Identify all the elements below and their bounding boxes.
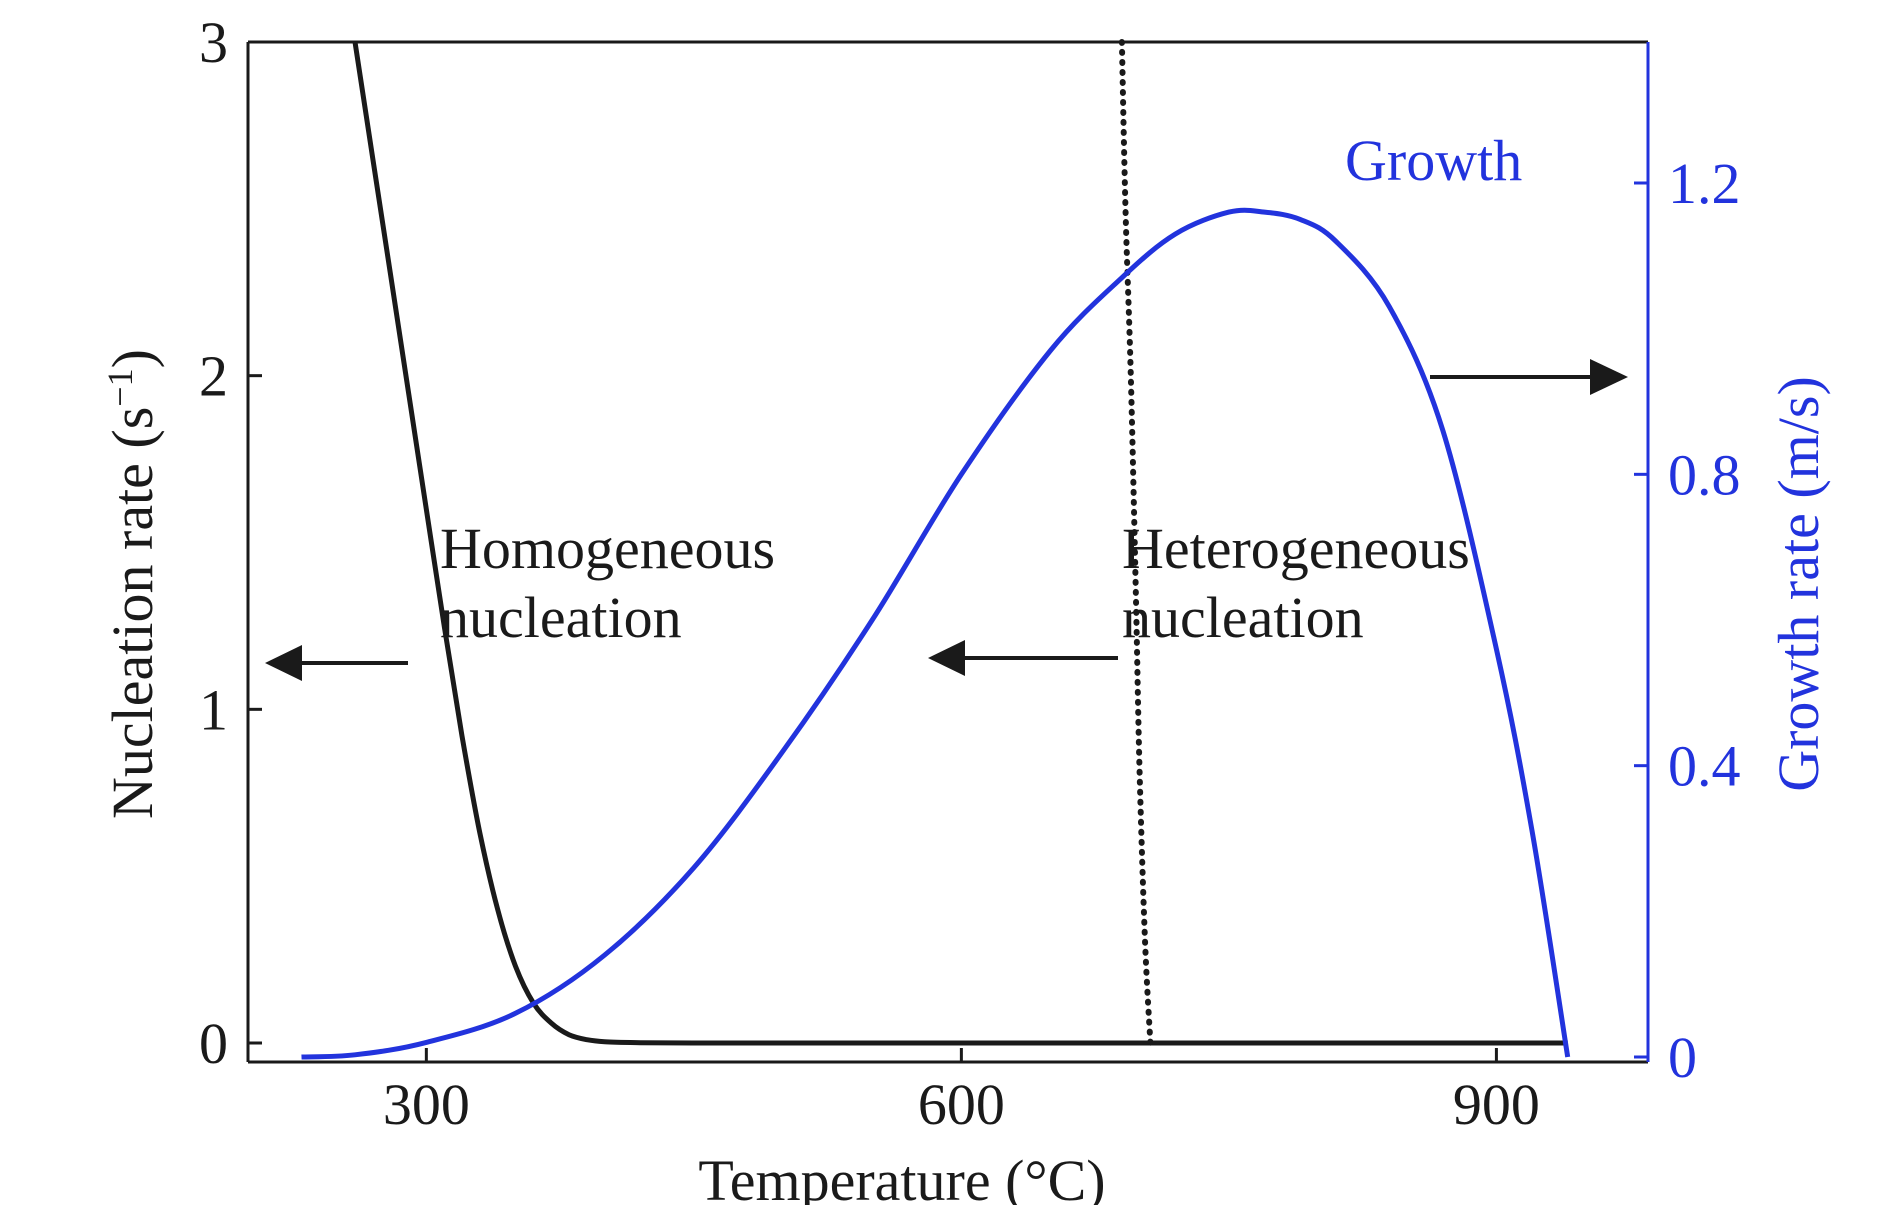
plot-lines [301,39,1571,1060]
y-right-tick-label-1.2: 1.2 [1668,151,1741,216]
axes [246,40,1650,1064]
x-axis-title: Temperature (°C) [698,1148,1105,1205]
y-left-tick-label-1: 1 [199,677,228,742]
y-right-axis-title: Growth rate (m/s) [1766,376,1831,792]
heterogeneous-label-line2: nucleation [1122,585,1364,650]
heterogeneous-arrow [928,640,1118,676]
y-left-axis-title: Nucleation rate (s−1) [100,349,165,819]
y-left-title-close: ) [100,349,165,368]
growth-arrow [1430,359,1628,395]
heterogeneous-nucleation-curve [1118,39,1154,1046]
homogeneous-label-line2: nucleation [440,585,682,650]
x-tick-label-900: 900 [1453,1072,1540,1137]
growth-curve [301,207,1571,1060]
homogeneous-arrow [265,645,408,681]
homogeneous-label-line1: Homogeneous [440,516,775,581]
y-left-title-main: Nucleation rate (s [100,407,165,819]
ticks: 300 600 900 0 1 2 3 0 0.4 0.8 1.2 [199,10,1741,1137]
y-left-tick-label-2: 2 [199,344,228,409]
heterogeneous-label-line1: Heterogeneous [1122,516,1470,581]
y-left-tick-label-3: 3 [199,10,228,75]
growth-label: Growth [1345,128,1522,193]
y-left-title-exp: −1 [100,368,140,406]
x-tick-label-300: 300 [383,1072,470,1137]
homogeneous-nucleation-curve [352,41,1568,1046]
y-right-tick-label-0.4: 0.4 [1668,734,1741,799]
y-right-tick-label-0: 0 [1668,1025,1697,1090]
y-left-tick-label-0: 0 [199,1011,228,1076]
x-tick-label-600: 600 [918,1072,1005,1137]
annotations: Homogeneous nucleation Heterogeneous nuc… [265,128,1628,681]
y-right-tick-label-0.8: 0.8 [1668,442,1741,507]
